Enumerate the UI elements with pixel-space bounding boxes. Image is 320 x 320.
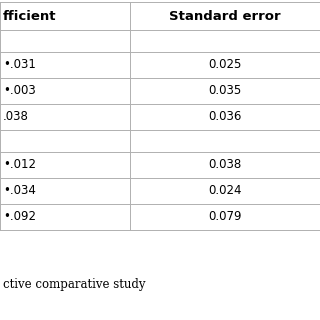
Text: 0.038: 0.038: [208, 158, 242, 172]
Text: •.031: •.031: [3, 59, 36, 71]
Text: 0.035: 0.035: [208, 84, 242, 98]
Text: •.092: •.092: [3, 211, 36, 223]
Text: ctive comparative study: ctive comparative study: [3, 278, 146, 291]
Text: 0.024: 0.024: [208, 185, 242, 197]
Text: •.012: •.012: [3, 158, 36, 172]
Text: Standard error: Standard error: [169, 10, 281, 22]
Text: •.003: •.003: [3, 84, 36, 98]
Text: •.034: •.034: [3, 185, 36, 197]
Text: 0.025: 0.025: [208, 59, 242, 71]
Text: fficient: fficient: [3, 10, 57, 22]
Text: 0.036: 0.036: [208, 110, 242, 124]
Text: 0.079: 0.079: [208, 211, 242, 223]
Text: .038: .038: [3, 110, 29, 124]
